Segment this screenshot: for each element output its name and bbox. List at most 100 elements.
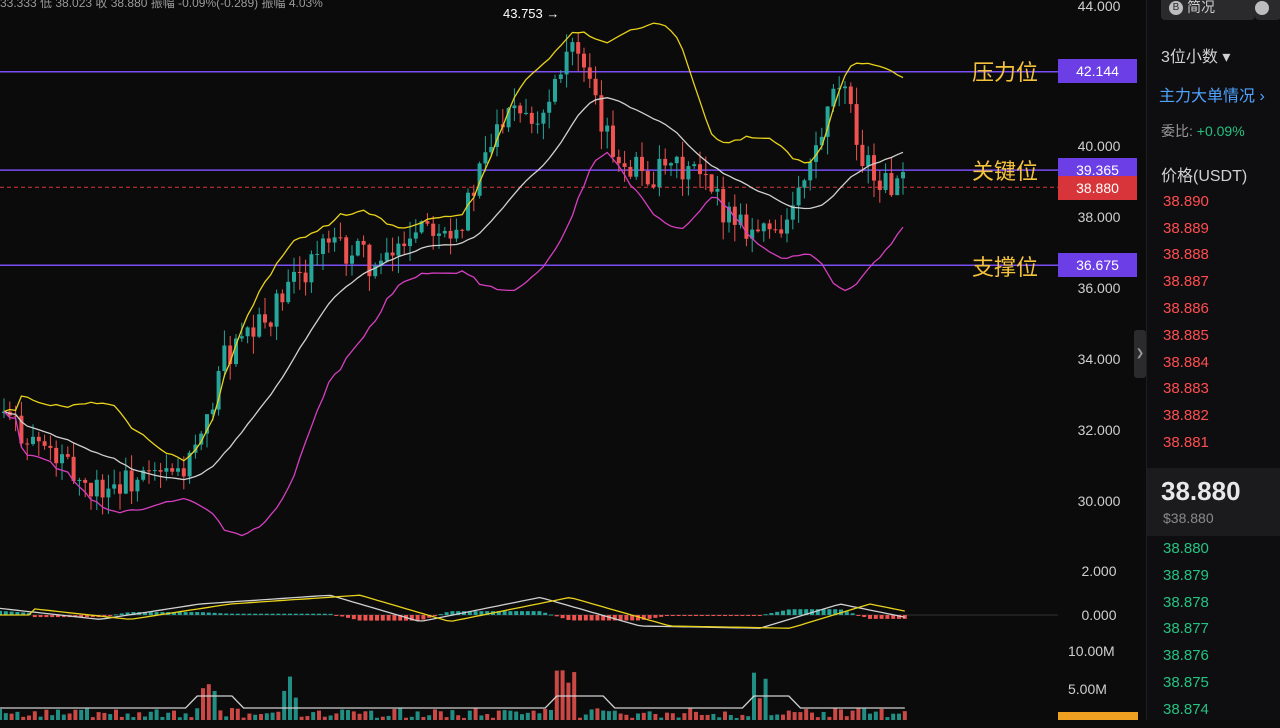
candle-body [657, 158, 662, 188]
candle-body [245, 327, 250, 337]
candle-body [326, 238, 331, 243]
macd-bar [554, 615, 559, 617]
macd-bar [665, 615, 669, 616]
candle-body [54, 447, 59, 464]
candle-body [390, 252, 395, 256]
candle-body [790, 205, 795, 220]
candle-body [692, 164, 697, 167]
bid-price[interactable]: 38.875 [1163, 673, 1209, 691]
candle-body [477, 163, 482, 196]
volume-bar [235, 708, 240, 720]
macd-bar [172, 612, 176, 615]
candle-body [466, 192, 470, 231]
candlestick-chart[interactable] [0, 0, 1140, 720]
chart-area[interactable]: 33.333 低 38.023 收 38.880 振幅 -0.09%(-0.28… [0, 0, 1140, 720]
bollinger-middle-line [3, 97, 904, 481]
candle-body [222, 345, 227, 372]
ask-price[interactable]: 38.883 [1163, 380, 1209, 398]
volume-ma-line [0, 695, 905, 709]
bid-price[interactable]: 38.879 [1163, 566, 1209, 584]
volume-bar [711, 713, 716, 720]
bid-price[interactable]: 38.880 [1163, 540, 1209, 557]
candle-body [297, 271, 302, 273]
ask-price[interactable]: 38.886 [1163, 299, 1209, 317]
volume-bar [705, 714, 710, 720]
support-label: 支撑位 [972, 255, 1039, 280]
volume-bar [404, 717, 408, 720]
candle-body [814, 145, 818, 162]
candle-body [158, 470, 163, 472]
candle-body [767, 223, 772, 230]
macd-bar [589, 615, 594, 621]
ask-price[interactable]: 38.881 [1163, 433, 1209, 451]
macd-bar [148, 612, 153, 615]
candle-body [292, 271, 296, 282]
macd-bar [717, 615, 722, 616]
macd-bar [670, 615, 675, 616]
ask-price[interactable]: 38.890 [1163, 192, 1209, 210]
volume-bar [340, 709, 345, 720]
volume-bar [821, 711, 826, 720]
volume-bar [792, 712, 797, 720]
bid-price[interactable]: 38.874 [1163, 700, 1209, 718]
order-ratio: 委比: +0.09% [1161, 123, 1245, 139]
ask-price[interactable]: 38.882 [1163, 407, 1209, 425]
volume-bar [647, 711, 652, 720]
candle-body [460, 229, 465, 231]
big-order-link[interactable]: 主力大单情况 › [1159, 88, 1265, 105]
candle-body [796, 187, 801, 206]
ask-price[interactable]: 38.889 [1163, 219, 1209, 237]
volume-bar [502, 710, 507, 720]
ask-price[interactable]: 38.885 [1163, 326, 1209, 344]
candle-body [518, 105, 523, 114]
ask-price[interactable]: 38.888 [1163, 246, 1209, 264]
ask-price[interactable]: 38.891 [1163, 180, 1209, 193]
decimals-select[interactable]: 3位小数 ▾ [1161, 49, 1231, 66]
panel-collapse-handle[interactable]: ❯ [1134, 330, 1146, 378]
bid-price[interactable]: 38.876 [1163, 647, 1209, 665]
candle-body [738, 214, 743, 225]
bid-price[interactable]: 38.878 [1163, 593, 1209, 611]
macd-bar [520, 611, 524, 615]
candle-body [257, 314, 262, 337]
macd-bar [15, 612, 20, 615]
volume-bar [670, 713, 675, 720]
peak-high-label: 43.753 → [503, 6, 560, 21]
candle-body [83, 479, 88, 483]
ask-price[interactable]: 38.884 [1163, 353, 1209, 371]
macd-bar [108, 615, 113, 616]
macd-bar [496, 611, 501, 615]
volume-bar [554, 670, 559, 720]
candle-body [901, 171, 905, 179]
overview-button[interactable]: B 简况 [1161, 0, 1255, 20]
volume-bar [311, 712, 316, 720]
macd-bar [781, 610, 785, 615]
more-button[interactable] [1255, 0, 1280, 20]
volume-bar [746, 716, 751, 720]
macd-bar [438, 614, 443, 616]
candle-body [564, 51, 569, 75]
volume-bar [421, 716, 426, 720]
macd-bar [734, 615, 739, 616]
macd-bar [479, 611, 484, 615]
candle-body [483, 152, 488, 164]
candle-body [773, 229, 778, 231]
price-tick-38: 38.000 [1077, 209, 1121, 225]
macd-bar [572, 615, 577, 621]
macd-bar [525, 611, 530, 615]
macd-bar [612, 615, 617, 621]
candle-body [228, 345, 233, 365]
volume-bar [230, 708, 234, 720]
macd-bar [833, 609, 838, 615]
bid-price[interactable]: 38.877 [1163, 620, 1209, 638]
volume-bar [508, 710, 513, 720]
ask-price[interactable]: 38.887 [1163, 273, 1209, 291]
macd-bar [212, 612, 217, 615]
macd-bar [44, 615, 49, 618]
candle-body [94, 479, 99, 497]
volume-tick-10m: 10.00M [1068, 643, 1115, 659]
volume-bar [856, 708, 861, 720]
volume-bar [253, 714, 258, 720]
candle-body [274, 293, 279, 327]
volume-bar [717, 717, 722, 720]
